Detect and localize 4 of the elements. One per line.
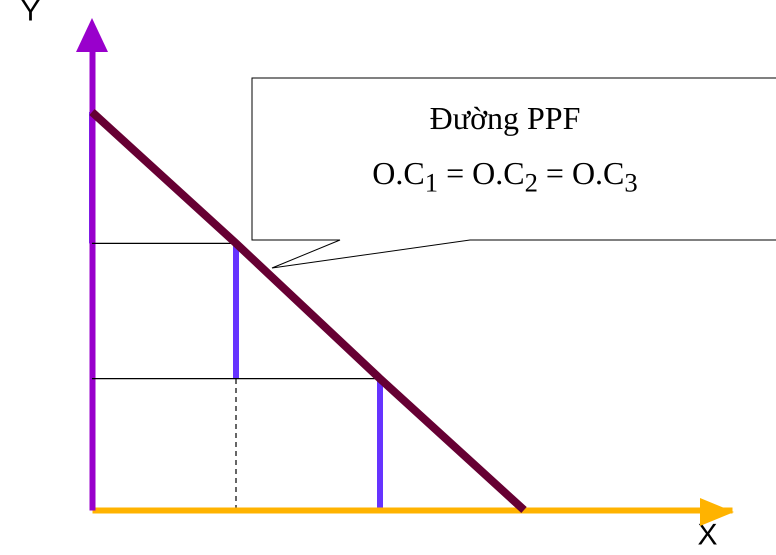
- y-axis-title: Y: [20, 0, 41, 28]
- annotation: O.C$_{1}$ = O.C$_{2}$ = O.C$_{3}$: [372, 155, 638, 198]
- annotation: Đường PPF: [430, 100, 580, 137]
- x-axis-title: X: [697, 518, 718, 552]
